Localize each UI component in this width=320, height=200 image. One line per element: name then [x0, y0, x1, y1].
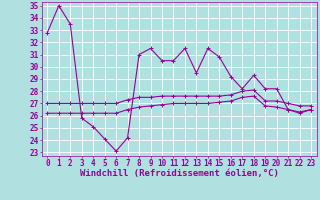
X-axis label: Windchill (Refroidissement éolien,°C): Windchill (Refroidissement éolien,°C)	[80, 169, 279, 178]
